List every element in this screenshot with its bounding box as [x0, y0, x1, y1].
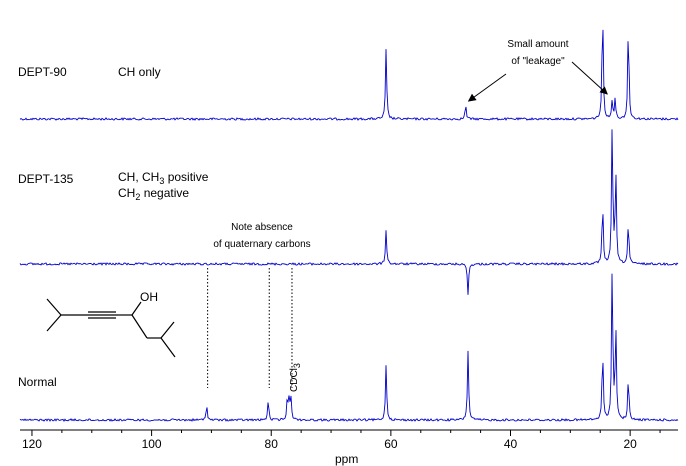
x-tick-label: 20	[623, 437, 637, 451]
spectrum-trace-0	[19, 29, 679, 121]
x-tick-label: 100	[142, 437, 162, 451]
spectrum-desc-dept90: CH only	[118, 65, 161, 79]
bond	[46, 298, 62, 316]
x-tick-label: 60	[384, 437, 398, 451]
desc-text: CH, CH	[118, 170, 160, 184]
bond	[131, 314, 148, 339]
spectrum-trace-2	[19, 273, 679, 423]
spectrum-label-dept135: DEPT-135	[18, 172, 74, 186]
annotation-line: of quaternary carbons	[213, 239, 311, 250]
desc-text: positive	[164, 170, 209, 184]
quaternary-annotation: Note absence of quaternary carbons	[192, 221, 332, 252]
spectrum-desc-dept135-line1: CH, CH3 positive	[118, 170, 209, 186]
x-tick-label: 40	[504, 437, 518, 451]
spectrum-desc-dept135-line2: CH2 negative	[118, 186, 190, 202]
annotation-line: of "leakage"	[511, 56, 565, 67]
leakage-annotation: Small amount of "leakage"	[488, 38, 588, 69]
bond	[160, 337, 176, 358]
annotation-line: Small amount	[507, 39, 569, 50]
bond	[46, 314, 62, 332]
desc-text: CH	[118, 186, 136, 200]
bond	[160, 321, 175, 339]
leakage-arrow	[467, 73, 507, 102]
spectrum-label-normal: Normal	[18, 375, 57, 389]
spectrum-label-dept90: DEPT-90	[18, 65, 67, 79]
subscript: 3	[292, 363, 302, 369]
subscript: 2	[135, 192, 141, 202]
solvent-text: CDCl	[289, 368, 300, 392]
bond	[131, 301, 142, 316]
leakage-arrow	[571, 61, 608, 95]
solvent-label: CDCl3	[289, 363, 302, 392]
annotation-line: Note absence	[231, 222, 293, 233]
desc-text: negative	[140, 186, 190, 200]
x-tick-label: 80	[265, 437, 279, 451]
molecule-structure	[46, 298, 176, 358]
hydroxyl-label: OH	[140, 290, 158, 304]
subscript: 3	[159, 176, 165, 186]
spectrum-trace-1	[19, 129, 679, 295]
x-tick-label: 120	[22, 437, 42, 451]
x-axis-label: ppm	[335, 452, 359, 466]
